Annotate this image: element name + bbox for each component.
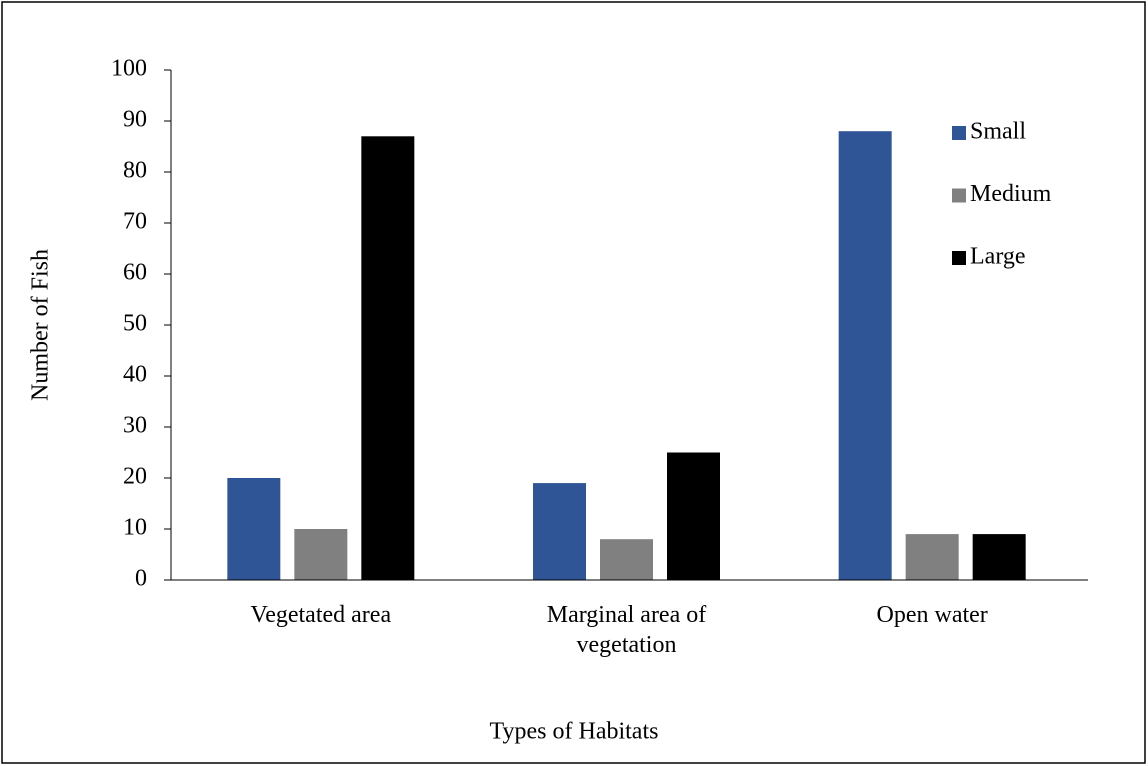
bar	[600, 539, 653, 580]
bar	[905, 534, 959, 580]
legend-label: Medium	[970, 181, 1052, 207]
bar	[361, 136, 415, 581]
y-tick-label: 10	[123, 515, 147, 541]
legend-marker	[952, 188, 966, 203]
y-tick-label: 60	[123, 260, 147, 286]
x-tick-label-box: Vegetated area	[250, 602, 392, 628]
x-tick-label: Open water	[876, 602, 988, 628]
y-tick-label: 40	[123, 362, 147, 388]
y-tick-label: 30	[123, 413, 147, 439]
y-tick-label: 80	[123, 158, 147, 184]
y-tick-label: 20	[123, 464, 147, 490]
x-tick-label-box: Marginal area of vegetation	[546, 602, 707, 658]
y-tick-label: 100	[111, 56, 147, 82]
bar	[533, 483, 586, 580]
x-tick-label-box: Open water	[876, 602, 988, 628]
bar	[838, 131, 892, 580]
x-axis-title: Types of Habitats	[490, 719, 659, 745]
y-tick-label: 90	[123, 107, 147, 133]
legend-marker	[952, 251, 966, 265]
y-tick-label: 0	[135, 566, 147, 592]
bar	[227, 478, 281, 580]
x-tick-label: Vegetated area	[250, 602, 392, 628]
bar	[294, 529, 348, 580]
y-tick-label: 50	[123, 311, 147, 337]
legend-label: Small	[970, 119, 1026, 145]
y-tick-label: 70	[123, 209, 147, 235]
legend-label: Large	[970, 244, 1026, 270]
legend-marker	[952, 126, 966, 140]
y-axis-title: Number of Fish	[28, 249, 54, 401]
bar	[972, 534, 1026, 580]
x-tick-label: Marginal area of vegetation	[546, 602, 707, 658]
bar	[667, 452, 720, 580]
